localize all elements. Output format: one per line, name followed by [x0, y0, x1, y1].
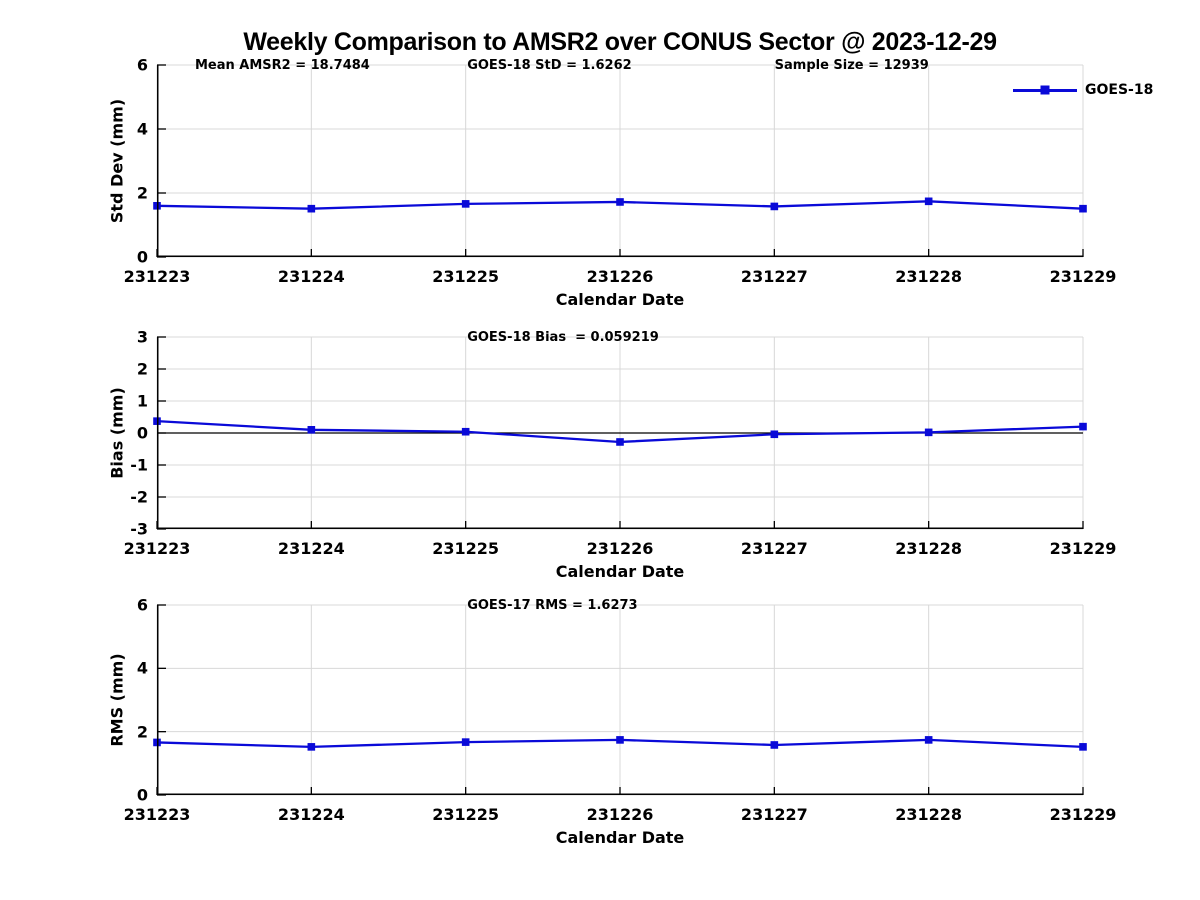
x-tick-label: 231224 [277, 267, 345, 286]
x-tick-label: 231229 [1049, 805, 1117, 824]
x-tick-label: 231223 [123, 805, 191, 824]
data-point-marker [461, 738, 470, 746]
plot-area-rms [153, 604, 1087, 796]
y-tick-label: 0 [136, 785, 148, 805]
y-axis-title: Std Dev (mm) [107, 98, 127, 224]
data-point-marker [924, 736, 933, 744]
data-point-marker [1079, 743, 1087, 751]
data-point-marker [924, 428, 933, 437]
x-tick-label: 231224 [277, 539, 345, 558]
x-tick-label: 231229 [1049, 267, 1117, 286]
x-tick-label: 231226 [586, 539, 654, 558]
y-tick-label: 3 [136, 327, 148, 347]
x-tick-label: 231226 [586, 805, 654, 824]
x-tick-label: 231227 [740, 805, 808, 824]
data-point-marker [307, 426, 316, 434]
y-tick-label: 0 [136, 247, 148, 267]
data-point-marker [307, 204, 316, 213]
stat-annotation: GOES-17 RMS = 1.6273 [467, 598, 638, 613]
y-axis-title: Bias (mm) [107, 387, 127, 479]
y-tick-label: 4 [136, 119, 148, 139]
data-point-marker [1079, 204, 1087, 213]
x-tick-label: 231225 [432, 539, 500, 558]
stat-annotation: Mean AMSR2 = 18.7484 [194, 58, 370, 73]
legend-square-marker-icon [1040, 85, 1050, 95]
y-tick-label: 6 [136, 55, 148, 75]
y-tick-label: -1 [130, 455, 148, 475]
plot-area-stddev [153, 64, 1087, 258]
y-tick-label: 2 [136, 722, 148, 742]
data-point-marker [616, 198, 624, 206]
data-point-marker [307, 743, 316, 751]
y-tick-label: 2 [136, 183, 148, 203]
x-axis-title: Calendar Date [555, 562, 685, 581]
y-tick-label: -2 [130, 487, 148, 507]
y-tick-label: 1 [136, 391, 148, 411]
x-tick-label: 231225 [432, 805, 500, 824]
x-tick-label: 231223 [123, 267, 191, 286]
data-point-marker [461, 427, 470, 436]
data-point-marker [770, 741, 779, 749]
x-tick-label: 231226 [586, 267, 654, 286]
x-axis-title: Calendar Date [555, 828, 685, 847]
y-tick-label: 2 [136, 359, 148, 379]
stat-annotation: Sample Size = 12939 [774, 58, 929, 73]
data-point-marker [616, 736, 624, 744]
x-tick-label: 231227 [740, 539, 808, 558]
x-axis-title: Calendar Date [555, 290, 685, 309]
stat-annotation: GOES-18 StD = 1.6262 [467, 58, 632, 73]
x-tick-label: 231225 [432, 267, 500, 286]
stat-annotation: GOES-18 Bias = 0.059219 [467, 330, 659, 345]
plot-area-bias [153, 336, 1087, 530]
legend-goes18: GOES-18 [1013, 81, 1153, 99]
y-tick-label: -3 [130, 519, 148, 539]
x-tick-label: 231228 [895, 805, 963, 824]
data-point-marker [770, 430, 779, 439]
data-point-marker [1079, 422, 1087, 431]
data-point-marker [461, 200, 470, 208]
data-point-marker [616, 438, 624, 446]
x-tick-label: 231228 [895, 267, 963, 286]
y-tick-label: 0 [136, 423, 148, 443]
data-point-marker [770, 202, 779, 211]
chart-title: Weekly Comparison to AMSR2 over CONUS Se… [243, 28, 997, 56]
legend-label: GOES-18 [1085, 82, 1154, 98]
x-tick-label: 231229 [1049, 539, 1117, 558]
data-point-marker [924, 197, 933, 206]
legend-line-sample [1013, 85, 1077, 95]
x-tick-label: 231227 [740, 267, 808, 286]
x-tick-label: 231228 [895, 539, 963, 558]
y-axis-title: RMS (mm) [107, 653, 127, 747]
y-tick-label: 6 [136, 595, 148, 615]
x-tick-label: 231224 [277, 805, 345, 824]
y-tick-label: 4 [136, 658, 148, 678]
x-tick-label: 231223 [123, 539, 191, 558]
